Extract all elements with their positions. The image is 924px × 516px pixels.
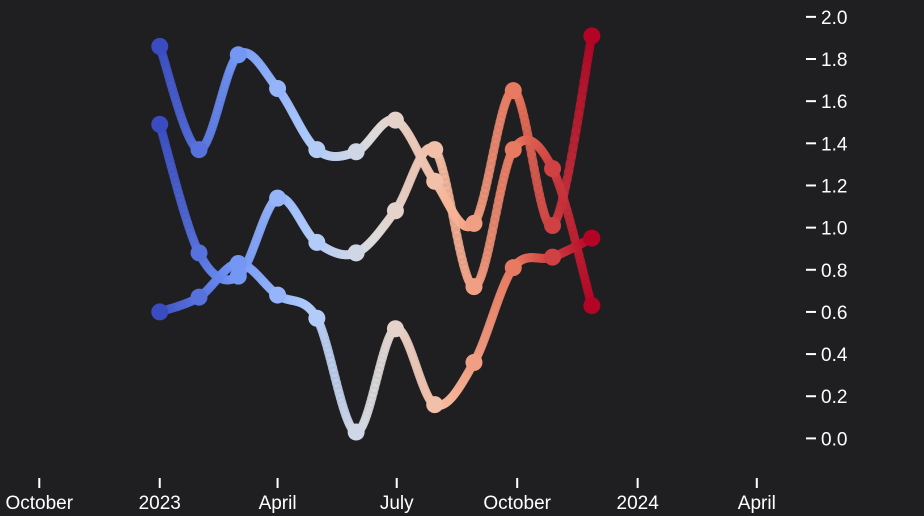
- series-lines: [155, 31, 597, 437]
- y-axis: 0.0 0.2 0.4 0.6 0.8 1.0 1.2 1.4 1.6 1.8 2.0: [806, 8, 848, 450]
- data-point-s3-10: [504, 259, 522, 277]
- data-point-s2-1: [151, 115, 169, 133]
- series-points: [151, 27, 601, 441]
- x-axis: October 2023 April July October 2024 April: [5, 478, 776, 514]
- x-tick-label: July: [380, 493, 414, 514]
- data-point-s3-2: [190, 288, 208, 306]
- data-point-s1-5: [308, 141, 326, 159]
- data-point-s2-8: [426, 141, 444, 159]
- x-tick-label: October: [5, 493, 73, 514]
- series-line-1: [155, 31, 597, 232]
- y-tick-label: 0.0: [821, 429, 847, 450]
- data-point-s2-10: [504, 141, 522, 159]
- data-point-s3-11: [544, 248, 562, 266]
- data-point-s3-12: [583, 229, 601, 247]
- data-point-s2-9: [465, 278, 483, 296]
- data-point-s3-4: [269, 286, 287, 304]
- y-tick-label: 1.0: [821, 219, 847, 240]
- y-tick-label: 1.8: [821, 50, 847, 71]
- data-point-s2-5: [308, 233, 326, 251]
- data-point-s3-7: [386, 320, 404, 338]
- y-tick-label: 0.2: [821, 387, 847, 408]
- y-tick-label: 2.0: [821, 8, 847, 29]
- data-point-s1-8: [426, 172, 444, 190]
- data-point-s1-3: [229, 46, 247, 64]
- x-tick-label: April: [259, 493, 297, 514]
- data-point-s3-8: [426, 396, 444, 414]
- x-tick-label: April: [738, 493, 776, 514]
- data-point-s3-6: [347, 423, 365, 441]
- data-point-s1-1: [151, 37, 169, 55]
- series-line-3: [155, 233, 597, 437]
- data-point-s3-9: [465, 354, 483, 372]
- data-point-s2-4: [269, 189, 287, 207]
- data-point-s1-4: [269, 80, 287, 98]
- data-point-s3-5: [308, 309, 326, 327]
- data-point-s2-7: [386, 202, 404, 220]
- y-tick-label: 1.2: [821, 176, 847, 197]
- y-tick-label: 0.4: [821, 345, 848, 366]
- x-tick-label: October: [483, 493, 551, 514]
- data-point-s3-1: [151, 303, 169, 321]
- data-point-s1-10: [504, 82, 522, 100]
- data-point-s1-6: [347, 143, 365, 161]
- data-point-s3-3: [229, 254, 247, 272]
- data-point-s2-11: [544, 160, 562, 178]
- y-tick-label: 1.6: [821, 92, 847, 113]
- data-point-s1-9: [465, 214, 483, 232]
- data-point-s2-6: [347, 244, 365, 262]
- data-point-s2-3: [229, 267, 247, 285]
- x-tick-label: 2023: [139, 493, 181, 514]
- data-point-s2-12: [583, 297, 601, 315]
- data-point-s1-2: [190, 141, 208, 159]
- data-point-s1-12: [583, 27, 601, 45]
- y-tick-label: 0.8: [821, 261, 847, 282]
- y-tick-label: 0.6: [821, 303, 847, 324]
- x-tick-label: 2024: [617, 493, 660, 514]
- y-tick-label: 1.4: [821, 134, 848, 155]
- data-point-s1-11: [544, 217, 562, 235]
- data-point-s1-7: [386, 111, 404, 129]
- data-point-s2-2: [190, 244, 208, 262]
